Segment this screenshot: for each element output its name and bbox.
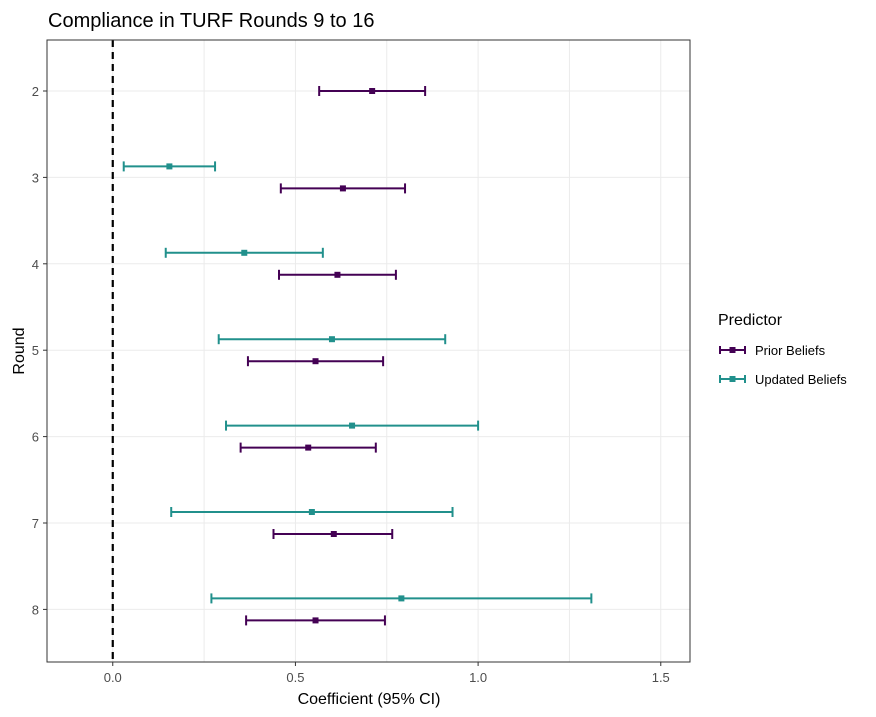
grid bbox=[47, 40, 690, 662]
legend-label: Updated Beliefs bbox=[755, 372, 847, 387]
legend-key-point bbox=[729, 376, 736, 382]
point-estimate bbox=[241, 249, 248, 256]
y-tick-label: 5 bbox=[32, 343, 39, 358]
point-estimate bbox=[330, 531, 337, 537]
x-tick-label: 0.0 bbox=[104, 670, 122, 685]
point-estimate bbox=[305, 444, 312, 451]
point-estimate bbox=[349, 422, 356, 429]
point-estimate bbox=[308, 509, 315, 515]
errorbar-prior-beliefs-round-7 bbox=[272, 529, 394, 539]
point-estimate bbox=[166, 163, 173, 170]
point-estimate bbox=[339, 185, 346, 192]
errorbar-prior-beliefs-round-5 bbox=[246, 356, 385, 367]
point-estimate bbox=[312, 617, 319, 624]
x-tick-label: 1.5 bbox=[652, 670, 670, 685]
errorbar-updated-beliefs-round-6 bbox=[225, 420, 480, 431]
point-estimate bbox=[369, 88, 376, 94]
errorbar-prior-beliefs-round-3 bbox=[279, 183, 407, 194]
y-tick-label: 4 bbox=[32, 257, 39, 272]
errorbar-prior-beliefs-round-4 bbox=[277, 269, 397, 280]
point-estimate bbox=[312, 358, 319, 365]
legend-label: Prior Beliefs bbox=[755, 343, 826, 358]
y-tick-label: 2 bbox=[32, 84, 39, 99]
y-axis-title: Round bbox=[11, 327, 28, 374]
point-estimate bbox=[398, 595, 405, 602]
x-tick-label: 0.5 bbox=[286, 670, 304, 685]
errorbar-updated-beliefs-round-3 bbox=[122, 161, 217, 172]
legend-title: Predictor bbox=[718, 312, 783, 329]
errorbar-prior-beliefs-round-2 bbox=[318, 86, 427, 96]
data-series bbox=[122, 86, 593, 626]
errorbar-prior-beliefs-round-8 bbox=[245, 615, 386, 626]
y-tick-label: 8 bbox=[32, 602, 39, 617]
point-estimate bbox=[328, 336, 335, 343]
errorbar-updated-beliefs-round-8 bbox=[210, 593, 593, 604]
legend-item-updated-beliefs: Updated Beliefs bbox=[719, 372, 847, 387]
errorbar-updated-beliefs-round-4 bbox=[164, 247, 324, 258]
errorbar-updated-beliefs-round-5 bbox=[217, 334, 447, 345]
x-axis-ticks: 0.0 0.5 1.0 1.5 bbox=[104, 662, 670, 685]
chart-title: Compliance in TURF Rounds 9 to 16 bbox=[48, 10, 374, 32]
point-estimate bbox=[334, 271, 341, 278]
y-tick-label: 6 bbox=[32, 430, 39, 445]
errorbar-prior-beliefs-round-6 bbox=[239, 442, 377, 453]
legend: Predictor Prior Beliefs Updated Beliefs bbox=[718, 312, 847, 387]
plot-panel bbox=[46, 39, 691, 663]
x-axis-title: Coefficient (95% CI) bbox=[298, 691, 441, 708]
legend-key-point bbox=[729, 347, 736, 353]
legend-item-prior-beliefs: Prior Beliefs bbox=[719, 343, 826, 358]
y-tick-label: 7 bbox=[32, 516, 39, 531]
x-tick-label: 1.0 bbox=[469, 670, 487, 685]
y-axis-ticks: 2 3 4 5 6 7 8 bbox=[32, 84, 47, 617]
y-tick-label: 3 bbox=[32, 170, 39, 185]
errorbar-updated-beliefs-round-7 bbox=[170, 507, 454, 517]
